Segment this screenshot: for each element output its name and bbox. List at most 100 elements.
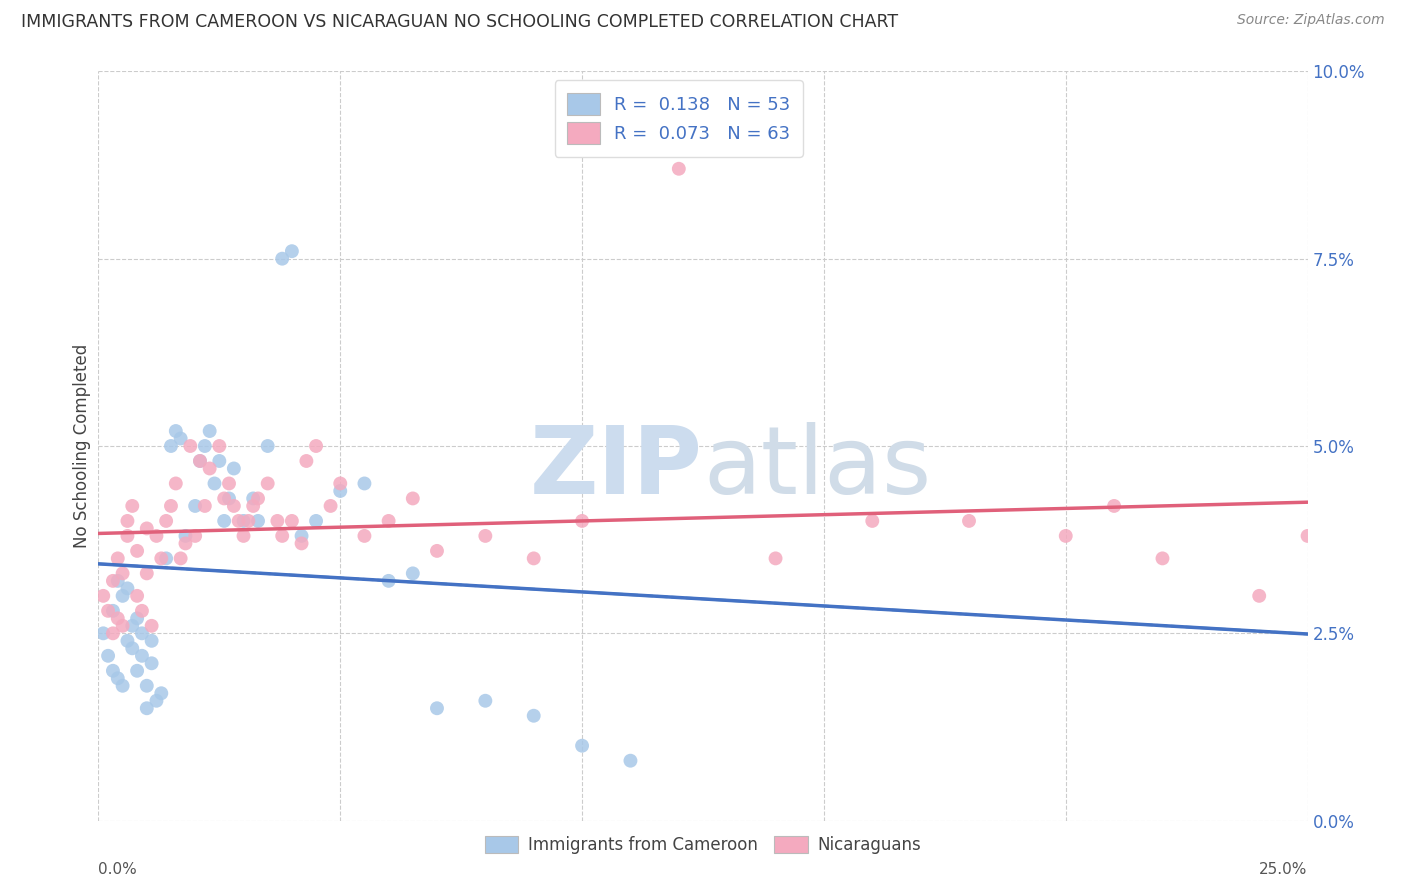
Point <box>426 701 449 715</box>
Point <box>266 514 288 528</box>
Point <box>242 499 264 513</box>
Point <box>135 701 157 715</box>
Point <box>222 499 245 513</box>
Point <box>117 514 139 528</box>
Point <box>329 476 352 491</box>
Text: 25.0%: 25.0% <box>1260 863 1308 877</box>
Point <box>571 514 593 528</box>
Point <box>295 454 318 468</box>
Point <box>290 529 312 543</box>
Point <box>353 529 375 543</box>
Point <box>222 461 245 475</box>
Text: IMMIGRANTS FROM CAMEROON VS NICARAGUAN NO SCHOOLING COMPLETED CORRELATION CHART: IMMIGRANTS FROM CAMEROON VS NICARAGUAN N… <box>21 13 898 31</box>
Point <box>174 529 197 543</box>
Point <box>474 694 496 708</box>
Point <box>165 476 187 491</box>
Point <box>290 536 312 550</box>
Point <box>402 566 425 581</box>
Point <box>204 476 226 491</box>
Point <box>121 619 143 633</box>
Point <box>281 514 304 528</box>
Point <box>127 611 149 625</box>
Point <box>1296 529 1319 543</box>
Point <box>135 521 157 535</box>
Point <box>353 476 375 491</box>
Point <box>121 499 143 513</box>
Point <box>208 454 231 468</box>
Point <box>107 551 129 566</box>
Y-axis label: No Schooling Completed: No Schooling Completed <box>73 344 91 548</box>
Point <box>101 604 124 618</box>
Point <box>127 589 149 603</box>
Point <box>281 244 304 259</box>
Text: atlas: atlas <box>703 423 931 515</box>
Point <box>188 454 211 468</box>
Point <box>107 611 129 625</box>
Point <box>1249 589 1271 603</box>
Point <box>97 604 120 618</box>
Text: 0.0%: 0.0% <box>98 863 138 877</box>
Point <box>141 657 163 671</box>
Point <box>131 648 153 663</box>
Point <box>377 574 399 588</box>
Point <box>169 432 191 446</box>
Point <box>131 604 153 618</box>
Point <box>117 529 139 543</box>
Point <box>247 514 270 528</box>
Point <box>111 619 134 633</box>
Point <box>101 574 124 588</box>
Point <box>111 679 134 693</box>
Point <box>107 671 129 685</box>
Point <box>184 499 207 513</box>
Point <box>426 544 449 558</box>
Point <box>228 514 250 528</box>
Point <box>232 514 254 528</box>
Point <box>131 626 153 640</box>
Point <box>194 439 217 453</box>
Point <box>1102 499 1125 513</box>
Point <box>619 754 641 768</box>
Point <box>238 514 260 528</box>
Point <box>198 424 221 438</box>
Point <box>523 551 546 566</box>
Point <box>165 424 187 438</box>
Point <box>256 439 278 453</box>
Point <box>247 491 270 506</box>
Point <box>957 514 980 528</box>
Point <box>329 483 352 498</box>
Legend: Immigrants from Cameroon, Nicaraguans: Immigrants from Cameroon, Nicaraguans <box>478 830 928 861</box>
Point <box>474 529 496 543</box>
Point <box>150 686 173 700</box>
Point <box>179 439 201 453</box>
Point <box>169 551 191 566</box>
Point <box>150 551 173 566</box>
Point <box>101 664 124 678</box>
Point <box>1152 551 1174 566</box>
Point <box>127 544 149 558</box>
Point <box>271 252 294 266</box>
Point <box>305 439 328 453</box>
Point <box>135 566 157 581</box>
Point <box>188 454 211 468</box>
Point <box>377 514 399 528</box>
Point <box>271 529 294 543</box>
Point <box>127 664 149 678</box>
Point <box>402 491 425 506</box>
Text: ZIP: ZIP <box>530 423 703 515</box>
Point <box>212 491 235 506</box>
Point <box>668 161 690 176</box>
Point <box>256 476 278 491</box>
Point <box>218 476 240 491</box>
Point <box>160 439 183 453</box>
Point <box>141 633 163 648</box>
Point <box>117 633 139 648</box>
Point <box>208 439 231 453</box>
Point <box>860 514 883 528</box>
Point <box>107 574 129 588</box>
Point <box>194 499 217 513</box>
Point <box>117 582 139 596</box>
Point <box>135 679 157 693</box>
Point <box>145 694 167 708</box>
Point <box>160 499 183 513</box>
Point <box>242 491 264 506</box>
